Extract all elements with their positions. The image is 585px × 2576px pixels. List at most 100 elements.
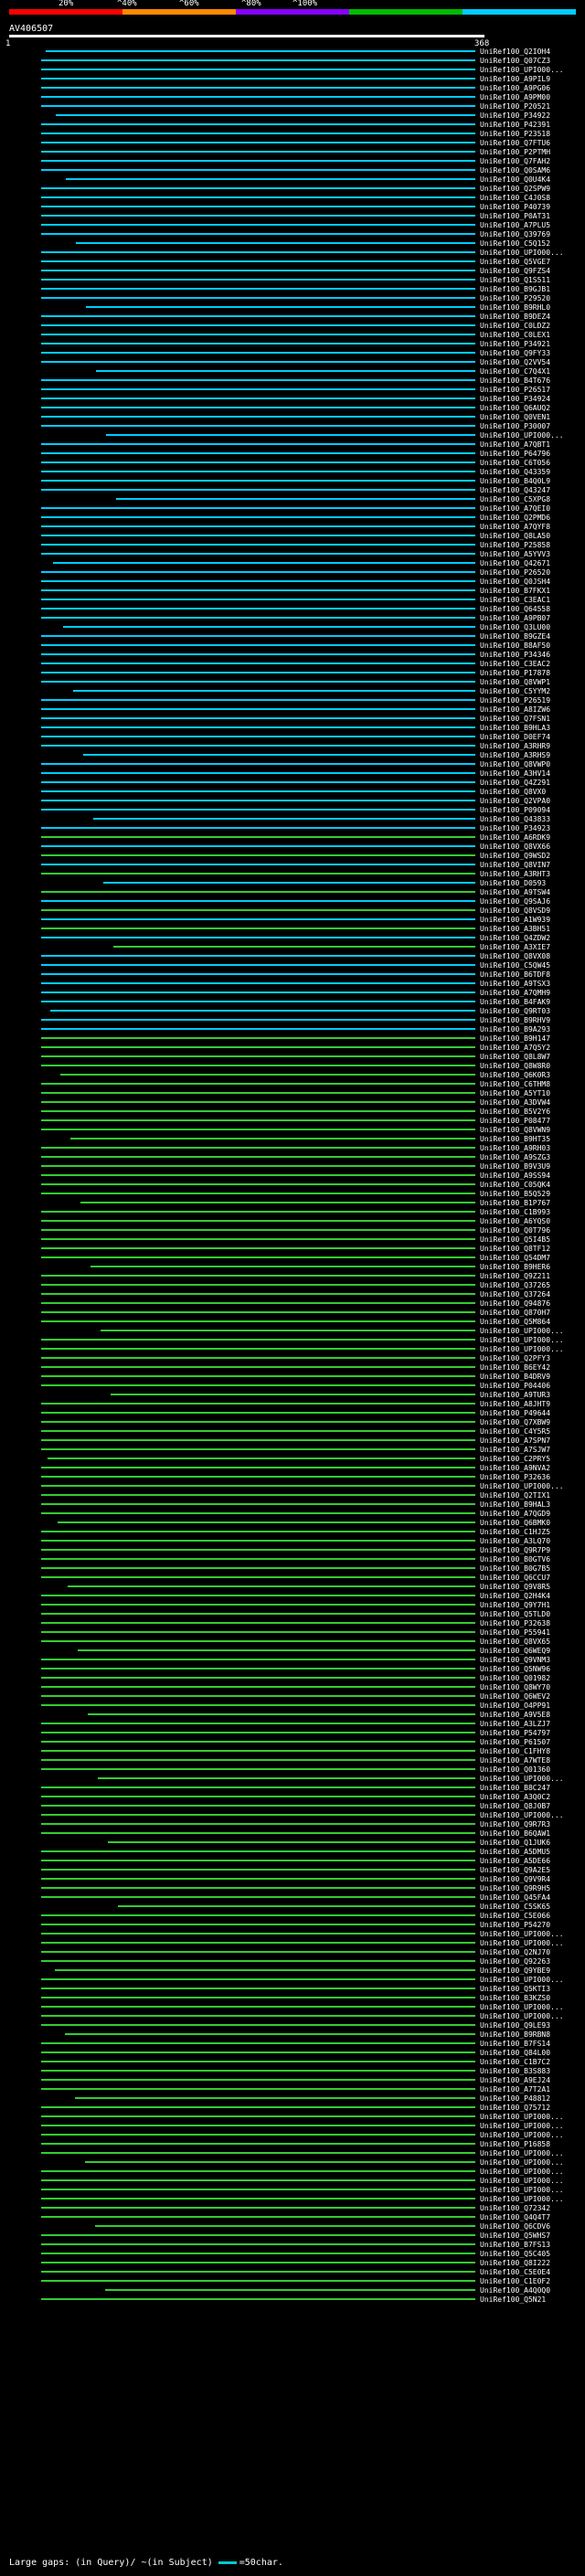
hit-label[interactable]: UniRef100_UPI000... xyxy=(480,1345,564,1353)
alignment-row[interactable]: UniRef100_P20521 xyxy=(41,102,550,111)
hit-label[interactable]: UniRef100_P42391 xyxy=(480,121,550,129)
hit-label[interactable]: UniRef100_Q64558 xyxy=(480,605,550,613)
hit-label[interactable]: UniRef100_C5Q152 xyxy=(480,239,550,248)
hit-label[interactable]: UniRef100_A5YT10 xyxy=(480,1089,550,1097)
hit-label[interactable]: UniRef100_C0LEX1 xyxy=(480,331,550,339)
alignment-row[interactable]: UniRef100_Q9R9H5 xyxy=(41,1884,550,1892)
alignment-row[interactable]: UniRef100_P04406 xyxy=(41,1382,550,1390)
hit-label[interactable]: UniRef100_UPI000... xyxy=(480,1482,564,1490)
alignment-row[interactable]: UniRef100_D0593 xyxy=(103,879,546,887)
alignment-row[interactable]: UniRef100_UPI000... xyxy=(41,1336,564,1344)
hit-label[interactable]: UniRef100_B9RHV9 xyxy=(480,1016,550,1024)
alignment-row[interactable]: UniRef100_B9HLA3 xyxy=(41,724,550,732)
alignment-row[interactable]: UniRef100_Q0JSH4 xyxy=(41,578,550,586)
hit-label[interactable]: UniRef100_Q6AUQ2 xyxy=(480,404,550,412)
alignment-row[interactable]: UniRef100_C5QW45 xyxy=(41,961,550,970)
alignment-row[interactable]: UniRef100_Q9FY33 xyxy=(41,349,550,357)
alignment-row[interactable]: UniRef100_Q8VX08 xyxy=(41,952,550,960)
hit-label[interactable]: UniRef100_P29520 xyxy=(480,294,550,302)
alignment-row[interactable]: UniRef100_Q5WHS7 xyxy=(41,2231,550,2240)
alignment-row[interactable]: UniRef100_Q9RT03 xyxy=(50,1007,550,1015)
alignment-row[interactable]: UniRef100_Q42671 xyxy=(53,559,550,567)
alignment-row[interactable]: UniRef100_B0GTV6 xyxy=(41,1555,550,1564)
hit-label[interactable]: UniRef100_Q2VV54 xyxy=(480,358,550,366)
hit-label[interactable]: UniRef100_UPI000... xyxy=(480,1939,564,1947)
alignment-row[interactable]: UniRef100_P25858 xyxy=(41,541,550,549)
alignment-row[interactable]: UniRef100_Q2SPW9 xyxy=(41,185,550,193)
hit-label[interactable]: UniRef100_C5XPG8 xyxy=(480,495,550,504)
hit-label[interactable]: UniRef100_Q5N21 xyxy=(480,2295,546,2304)
hit-label[interactable]: UniRef100_C5YYM2 xyxy=(480,687,550,695)
alignment-row[interactable]: UniRef100_Q6K0R3 xyxy=(60,1071,550,1079)
hit-label[interactable]: UniRef100_Q37265 xyxy=(480,1281,550,1289)
alignment-row[interactable]: UniRef100_Q5KTI3 xyxy=(41,1985,550,1993)
alignment-row[interactable]: UniRef100_P54797 xyxy=(41,1729,550,1737)
alignment-row[interactable]: UniRef100_Q75712 xyxy=(41,2104,550,2112)
hit-label[interactable]: UniRef100_A9TUR3 xyxy=(480,1391,550,1399)
hit-label[interactable]: UniRef100_C5QW45 xyxy=(480,961,550,970)
alignment-row[interactable]: UniRef100_UPI000... xyxy=(85,2158,564,2167)
alignment-row[interactable]: UniRef100_Q1JUK6 xyxy=(108,1839,550,1847)
alignment-row[interactable]: UniRef100_Q5N21 xyxy=(41,2295,546,2304)
hit-label[interactable]: UniRef100_B9HAL3 xyxy=(480,1500,550,1509)
hit-label[interactable]: UniRef100_Q0JSH4 xyxy=(480,578,550,586)
alignment-row[interactable]: UniRef100_C5Q152 xyxy=(76,239,550,248)
hit-label[interactable]: UniRef100_D0593 xyxy=(480,879,546,887)
alignment-row[interactable]: UniRef100_P61507 xyxy=(41,1738,550,1746)
hit-label[interactable]: UniRef100_Q8J0B7 xyxy=(480,1802,550,1810)
hit-label[interactable]: UniRef100_Q8LA50 xyxy=(480,532,550,540)
hit-label[interactable]: UniRef100_A7QMH9 xyxy=(480,989,550,997)
hit-label[interactable]: UniRef100_Q5TLD0 xyxy=(480,1610,550,1618)
hit-label[interactable]: UniRef100_UPI000... xyxy=(480,2195,564,2203)
hit-label[interactable]: UniRef100_Q0VEN1 xyxy=(480,413,550,421)
alignment-row[interactable]: UniRef100_Q37264 xyxy=(41,1290,550,1299)
alignment-row[interactable]: UniRef100_P34923 xyxy=(41,824,550,832)
alignment-row[interactable]: UniRef100_Q9V8R5 xyxy=(68,1583,550,1591)
hit-label[interactable]: UniRef100_Q0U4K4 xyxy=(480,175,550,184)
hit-label[interactable]: UniRef100_B7FS13 xyxy=(480,2241,550,2249)
alignment-row[interactable]: UniRef100_A9TUR3 xyxy=(111,1391,550,1399)
hit-label[interactable]: UniRef100_Q42671 xyxy=(480,559,550,567)
alignment-row[interactable]: UniRef100_UPI000... xyxy=(41,66,564,74)
alignment-row[interactable]: UniRef100_P16858 xyxy=(41,2140,550,2148)
alignment-row[interactable]: UniRef100_UPI000... xyxy=(41,1811,564,1819)
alignment-row[interactable]: UniRef100_UPI000... xyxy=(41,1930,564,1938)
alignment-row[interactable]: UniRef100_A7QYF8 xyxy=(41,523,550,531)
hit-label[interactable]: UniRef100_B7FKX1 xyxy=(480,587,550,595)
alignment-row[interactable]: UniRef100_UPI000... xyxy=(41,2186,564,2194)
alignment-row[interactable]: UniRef100_Q0SAM6 xyxy=(41,166,550,175)
alignment-row[interactable]: UniRef100_O4PP91 xyxy=(41,1701,550,1710)
alignment-row[interactable]: UniRef100_Q9R7P9 xyxy=(41,1546,550,1554)
hit-label[interactable]: UniRef100_P23518 xyxy=(480,130,550,138)
alignment-row[interactable]: UniRef100_A6RDK9 xyxy=(41,833,550,842)
hit-label[interactable]: UniRef100_C1B7C2 xyxy=(480,2058,550,2066)
hit-label[interactable]: UniRef100_C7Q4X1 xyxy=(480,367,550,376)
alignment-row[interactable]: UniRef100_Q9LE93 xyxy=(41,2021,550,2030)
hit-label[interactable]: UniRef100_Q9V9R4 xyxy=(480,1875,550,1883)
alignment-row[interactable]: UniRef100_B5V2Y6 xyxy=(41,1108,550,1116)
alignment-row[interactable]: UniRef100_Q54DM7 xyxy=(41,1254,550,1262)
hit-label[interactable]: UniRef100_Q39769 xyxy=(480,230,550,239)
alignment-row[interactable]: UniRef100_A7Q5Y2 xyxy=(41,1044,550,1052)
hit-label[interactable]: UniRef100_Q43833 xyxy=(480,815,550,823)
alignment-row[interactable]: UniRef100_P2PTMH xyxy=(41,148,550,156)
hit-label[interactable]: UniRef100_A8IZW6 xyxy=(480,705,550,714)
hit-label[interactable]: UniRef100_Q9Y7H1 xyxy=(480,1601,550,1609)
hit-label[interactable]: UniRef100_Q9SAJ6 xyxy=(480,897,550,906)
alignment-row[interactable]: UniRef100_Q8VX0 xyxy=(41,788,546,796)
alignment-row[interactable]: UniRef100_Q8VWP1 xyxy=(41,678,550,686)
hit-label[interactable]: UniRef100_Q43247 xyxy=(480,486,550,494)
alignment-row[interactable]: UniRef100_Q9FZS4 xyxy=(41,267,550,275)
hit-label[interactable]: UniRef100_A4Q0Q0 xyxy=(480,2286,550,2295)
hit-label[interactable]: UniRef100_A7SPN7 xyxy=(480,1436,550,1445)
hit-label[interactable]: UniRef100_P54797 xyxy=(480,1729,550,1737)
hit-label[interactable]: UniRef100_A9PB07 xyxy=(480,614,550,622)
alignment-row[interactable]: UniRef100_Q8WY70 xyxy=(41,1683,550,1691)
hit-label[interactable]: UniRef100_UPI000... xyxy=(480,2177,564,2185)
alignment-row[interactable]: UniRef100_C6THM8 xyxy=(41,1080,550,1088)
alignment-row[interactable]: UniRef100_P29520 xyxy=(41,294,550,302)
hit-label[interactable]: UniRef100_A7QYF8 xyxy=(480,523,550,531)
hit-label[interactable]: UniRef100_B9H147 xyxy=(480,1034,550,1043)
hit-label[interactable]: UniRef100_P16858 xyxy=(480,2140,550,2148)
hit-label[interactable]: UniRef100_UPI000... xyxy=(480,2168,564,2176)
